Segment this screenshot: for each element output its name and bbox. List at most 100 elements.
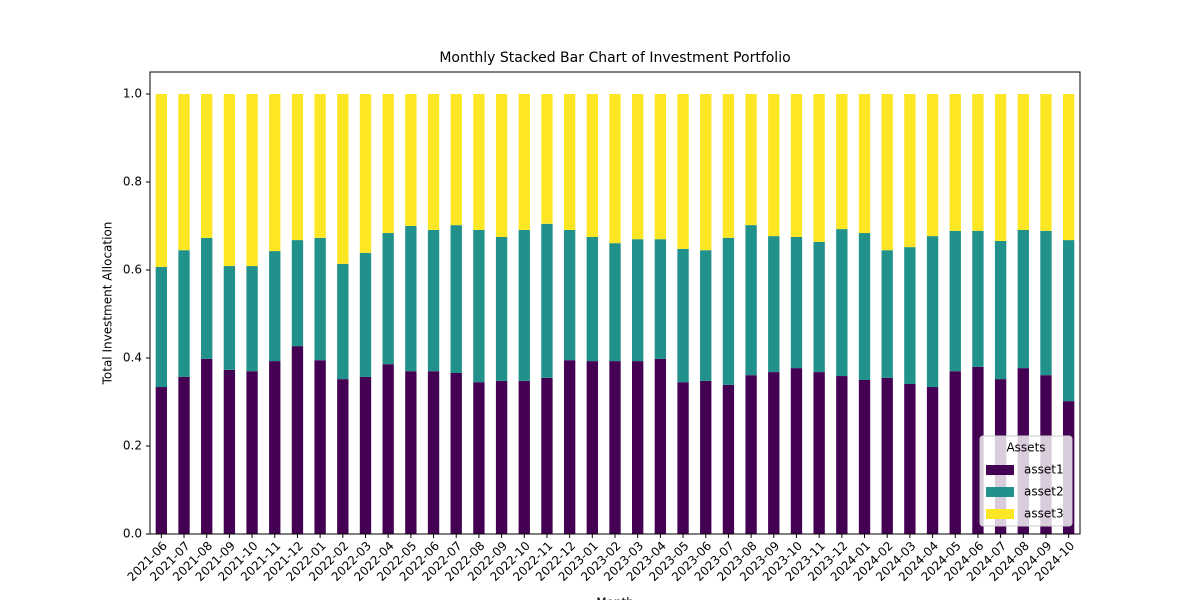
bar-segment — [314, 360, 326, 534]
bar-segment — [904, 383, 916, 534]
chart-title: Monthly Stacked Bar Chart of Investment … — [439, 50, 790, 66]
bar-segment — [790, 94, 803, 237]
bar-segment — [427, 229, 440, 372]
bar-segment — [813, 241, 825, 373]
bar-segment — [495, 237, 508, 381]
bar-segment — [201, 237, 213, 359]
y-tick-label: 0.4 — [123, 351, 142, 365]
bar-segment — [405, 371, 417, 534]
bar-segment — [291, 240, 304, 347]
bar-segment — [246, 266, 258, 372]
bar-segment — [790, 368, 803, 534]
bar-segment — [994, 240, 1007, 380]
bar-segment — [178, 250, 190, 377]
bar-segment — [405, 94, 417, 226]
x-axis-label: Month — [596, 596, 634, 600]
bar-segment — [337, 94, 349, 264]
bar-segment — [881, 94, 893, 251]
bar-segment — [632, 239, 644, 362]
y-tick-label: 0.6 — [123, 263, 142, 277]
bar-segment — [813, 94, 825, 242]
bar-segment — [473, 229, 485, 383]
bar-segment — [632, 94, 644, 240]
bar-segment — [768, 94, 780, 237]
bar-segment — [609, 361, 621, 534]
bar-segment — [359, 252, 372, 377]
bar-segment — [246, 94, 258, 267]
bar-segment — [541, 94, 553, 224]
bar-segment — [541, 377, 553, 534]
bar-segment — [518, 229, 530, 381]
bar-segment — [677, 382, 689, 534]
bar-segment — [745, 225, 757, 376]
bar-segment — [858, 233, 871, 380]
bar-segment — [1062, 240, 1075, 402]
bar-segment — [1017, 229, 1029, 369]
bar-segment — [972, 366, 984, 534]
bar-segment — [450, 372, 462, 534]
legend-swatch — [986, 487, 1014, 497]
bar-segment — [994, 94, 1007, 241]
bar-segment — [972, 230, 984, 367]
bar-segment — [518, 94, 530, 230]
bar-segment — [654, 94, 667, 240]
legend-swatch — [986, 465, 1014, 475]
bar-segment — [1017, 94, 1029, 230]
bar-segment — [382, 233, 394, 365]
plot-frame — [149, 71, 1081, 535]
bar-segment — [541, 223, 553, 378]
bar-segment — [768, 236, 780, 373]
bar-segment — [473, 94, 485, 230]
bar-segment — [201, 94, 213, 238]
bar-segment — [586, 237, 598, 362]
bar-segment — [813, 372, 825, 534]
bar-segment — [269, 94, 281, 252]
legend-box — [979, 435, 1073, 527]
legend-label: asset3 — [1024, 507, 1064, 521]
bar-segment — [722, 384, 735, 534]
y-tick-label: 0.0 — [123, 527, 142, 541]
bar-segment — [518, 380, 530, 534]
bar-segment — [722, 237, 735, 385]
legend-label: asset1 — [1024, 463, 1064, 477]
bar-segment — [427, 94, 440, 230]
bar-segment — [790, 237, 803, 369]
bar-segment — [314, 94, 326, 238]
bar-segment — [654, 239, 667, 359]
bar-segment — [632, 361, 644, 534]
bar-segment — [745, 94, 757, 226]
bar-segment — [337, 379, 349, 534]
bar-segment — [314, 237, 326, 361]
bar-segment — [926, 236, 939, 388]
bar-segment — [178, 94, 190, 251]
bar-segment — [881, 377, 893, 534]
bar-segment — [836, 229, 848, 377]
bar-segment — [269, 251, 281, 362]
bar-segment — [949, 230, 961, 372]
bar-segment — [382, 364, 394, 534]
bar-segment — [700, 250, 712, 381]
bar-segment — [427, 371, 440, 534]
bar-segment — [382, 94, 394, 234]
bar-segment — [745, 375, 757, 534]
bar-segment — [1040, 230, 1052, 376]
bar-segment — [586, 94, 598, 237]
bar-segment — [1040, 94, 1052, 231]
bar-segment — [972, 94, 984, 231]
bar-segment — [949, 371, 961, 534]
bar-segment — [155, 94, 168, 267]
bar-segment — [246, 371, 258, 534]
bar-segment — [359, 94, 372, 253]
bar-segment — [926, 94, 939, 237]
legend-swatch — [986, 509, 1014, 519]
y-tick-label: 1.0 — [123, 87, 142, 101]
bar-segment — [495, 94, 508, 237]
y-tick-label: 0.8 — [123, 175, 142, 189]
bar-segment — [836, 376, 848, 534]
bar-segment — [223, 266, 236, 370]
bar-segment — [836, 94, 848, 230]
y-axis-label: Total Investment Allocation — [101, 222, 115, 386]
bar-segment — [654, 358, 667, 534]
bar-segment — [949, 94, 961, 231]
